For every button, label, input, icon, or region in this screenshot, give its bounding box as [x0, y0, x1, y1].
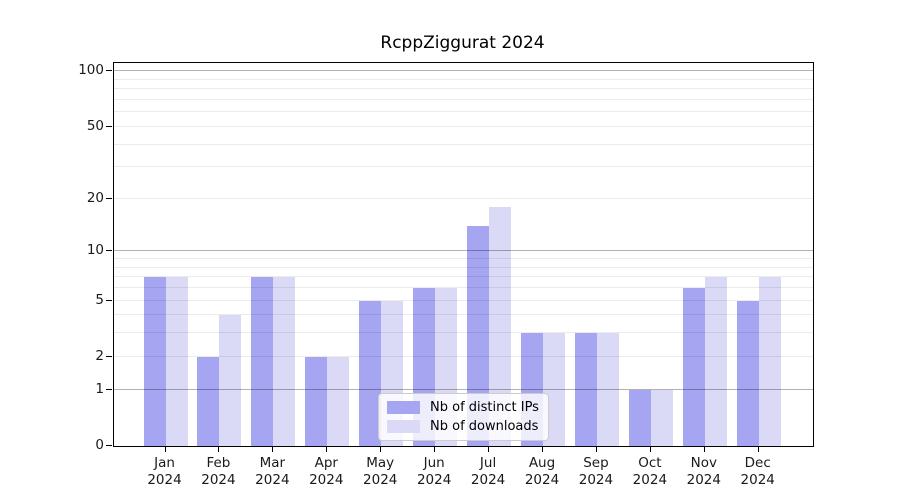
legend-label-downloads: Nb of downloads: [430, 419, 539, 434]
legend-swatch-distinct-ips: [387, 401, 420, 414]
gridline-major: [114, 388, 813, 390]
y-tick-label: 10: [86, 242, 104, 259]
x-tick-mark: [488, 446, 490, 452]
bar-downloads: [165, 277, 188, 446]
gridline-minor: [114, 258, 813, 260]
x-tick-label: Jun 2024: [416, 455, 452, 488]
y-tick-label: 20: [86, 189, 104, 206]
bar-distinct-ips: [628, 389, 651, 446]
x-tick-label: Aug 2024: [524, 455, 560, 488]
bar-distinct-ips: [143, 277, 166, 446]
x-tick-mark: [649, 446, 651, 452]
y-tick-mark: [106, 355, 112, 357]
x-tick-label: Jul 2024: [470, 455, 506, 488]
bar-downloads: [758, 277, 781, 446]
gridline-minor: [114, 99, 813, 100]
gridline-minor: [114, 287, 813, 289]
bar-downloads: [327, 356, 350, 446]
x-tick-label: Nov 2024: [686, 455, 721, 488]
x-tick-mark: [542, 446, 543, 452]
bar-distinct-ips: [305, 356, 328, 446]
bar-downloads: [489, 207, 512, 446]
y-tick-mark: [106, 125, 112, 127]
gridline-minor: [114, 88, 813, 90]
y-tick-mark: [106, 445, 112, 446]
x-tick-mark: [380, 446, 382, 452]
y-tick-label: 100: [78, 62, 104, 79]
bar-downloads: [704, 277, 727, 446]
x-tick-label: Apr 2024: [309, 455, 344, 488]
gridline-minor: [114, 299, 813, 301]
x-tick-label: Oct 2024: [632, 455, 668, 488]
x-tick-mark: [164, 446, 166, 452]
gridline-minor: [114, 332, 813, 334]
x-tick-label: Sep 2024: [578, 455, 614, 488]
x-tick-label: May 2024: [363, 455, 398, 488]
y-tick-mark: [106, 197, 112, 199]
gridline-minor: [114, 355, 813, 357]
grid-layer: [114, 63, 813, 446]
bar-distinct-ips: [736, 300, 759, 446]
legend-label-distinct-ips: Nb of distinct IPs: [430, 400, 539, 415]
bar-distinct-ips: [251, 277, 274, 446]
gridline-minor: [114, 78, 813, 80]
y-tick-label: 1: [95, 380, 104, 397]
gridline-major: [114, 250, 813, 252]
bars-layer: [114, 63, 813, 446]
y-tick-label: 2: [95, 347, 104, 364]
bar-distinct-ips: [682, 288, 705, 446]
bar-downloads: [650, 389, 673, 446]
plot-area: Nb of distinct IPs Nb of downloads: [113, 62, 814, 447]
y-tick-mark: [106, 388, 112, 390]
bar-distinct-ips: [467, 226, 490, 446]
gridline-major: [114, 70, 813, 72]
y-tick-label: 5: [95, 291, 104, 308]
legend-swatch-downloads: [387, 420, 420, 433]
legend: Nb of distinct IPs Nb of downloads: [378, 393, 549, 441]
gridline-minor: [114, 276, 813, 278]
x-tick-label: Feb 2024: [201, 455, 236, 488]
x-tick-mark: [703, 446, 705, 452]
bar-downloads: [273, 277, 296, 446]
y-tick-label: 0: [95, 437, 104, 453]
y-tick-mark: [106, 299, 112, 301]
y-tick-mark: [106, 70, 112, 72]
bar-downloads: [219, 315, 242, 446]
gridline-minor: [114, 166, 813, 168]
x-tick-mark: [757, 446, 759, 452]
x-tick-label: Jan 2024: [147, 455, 182, 488]
gridline-minor: [114, 266, 813, 268]
y-tick-mark: [106, 250, 112, 252]
gridline-minor: [114, 314, 813, 316]
legend-item-downloads: Nb of downloads: [387, 419, 539, 434]
gridline-minor: [114, 125, 813, 127]
gridline-minor: [114, 111, 813, 113]
bar-distinct-ips: [574, 333, 597, 446]
y-tick-label: 50: [86, 117, 104, 134]
legend-item-distinct-ips: Nb of distinct IPs: [387, 400, 539, 415]
bar-distinct-ips: [197, 356, 220, 446]
x-tick-label: Mar 2024: [255, 455, 290, 488]
chart-title: RcppZiggurat 2024: [380, 33, 545, 53]
bar-downloads: [596, 333, 619, 446]
gridline-minor: [114, 197, 813, 199]
x-tick-label: Dec 2024: [740, 455, 775, 488]
x-tick-mark: [272, 446, 274, 452]
x-tick-mark: [218, 446, 220, 452]
x-tick-mark: [326, 446, 328, 452]
bar-distinct-ips: [359, 300, 382, 446]
gridline-minor: [114, 143, 813, 145]
x-tick-mark: [595, 446, 597, 452]
x-tick-mark: [434, 446, 436, 452]
